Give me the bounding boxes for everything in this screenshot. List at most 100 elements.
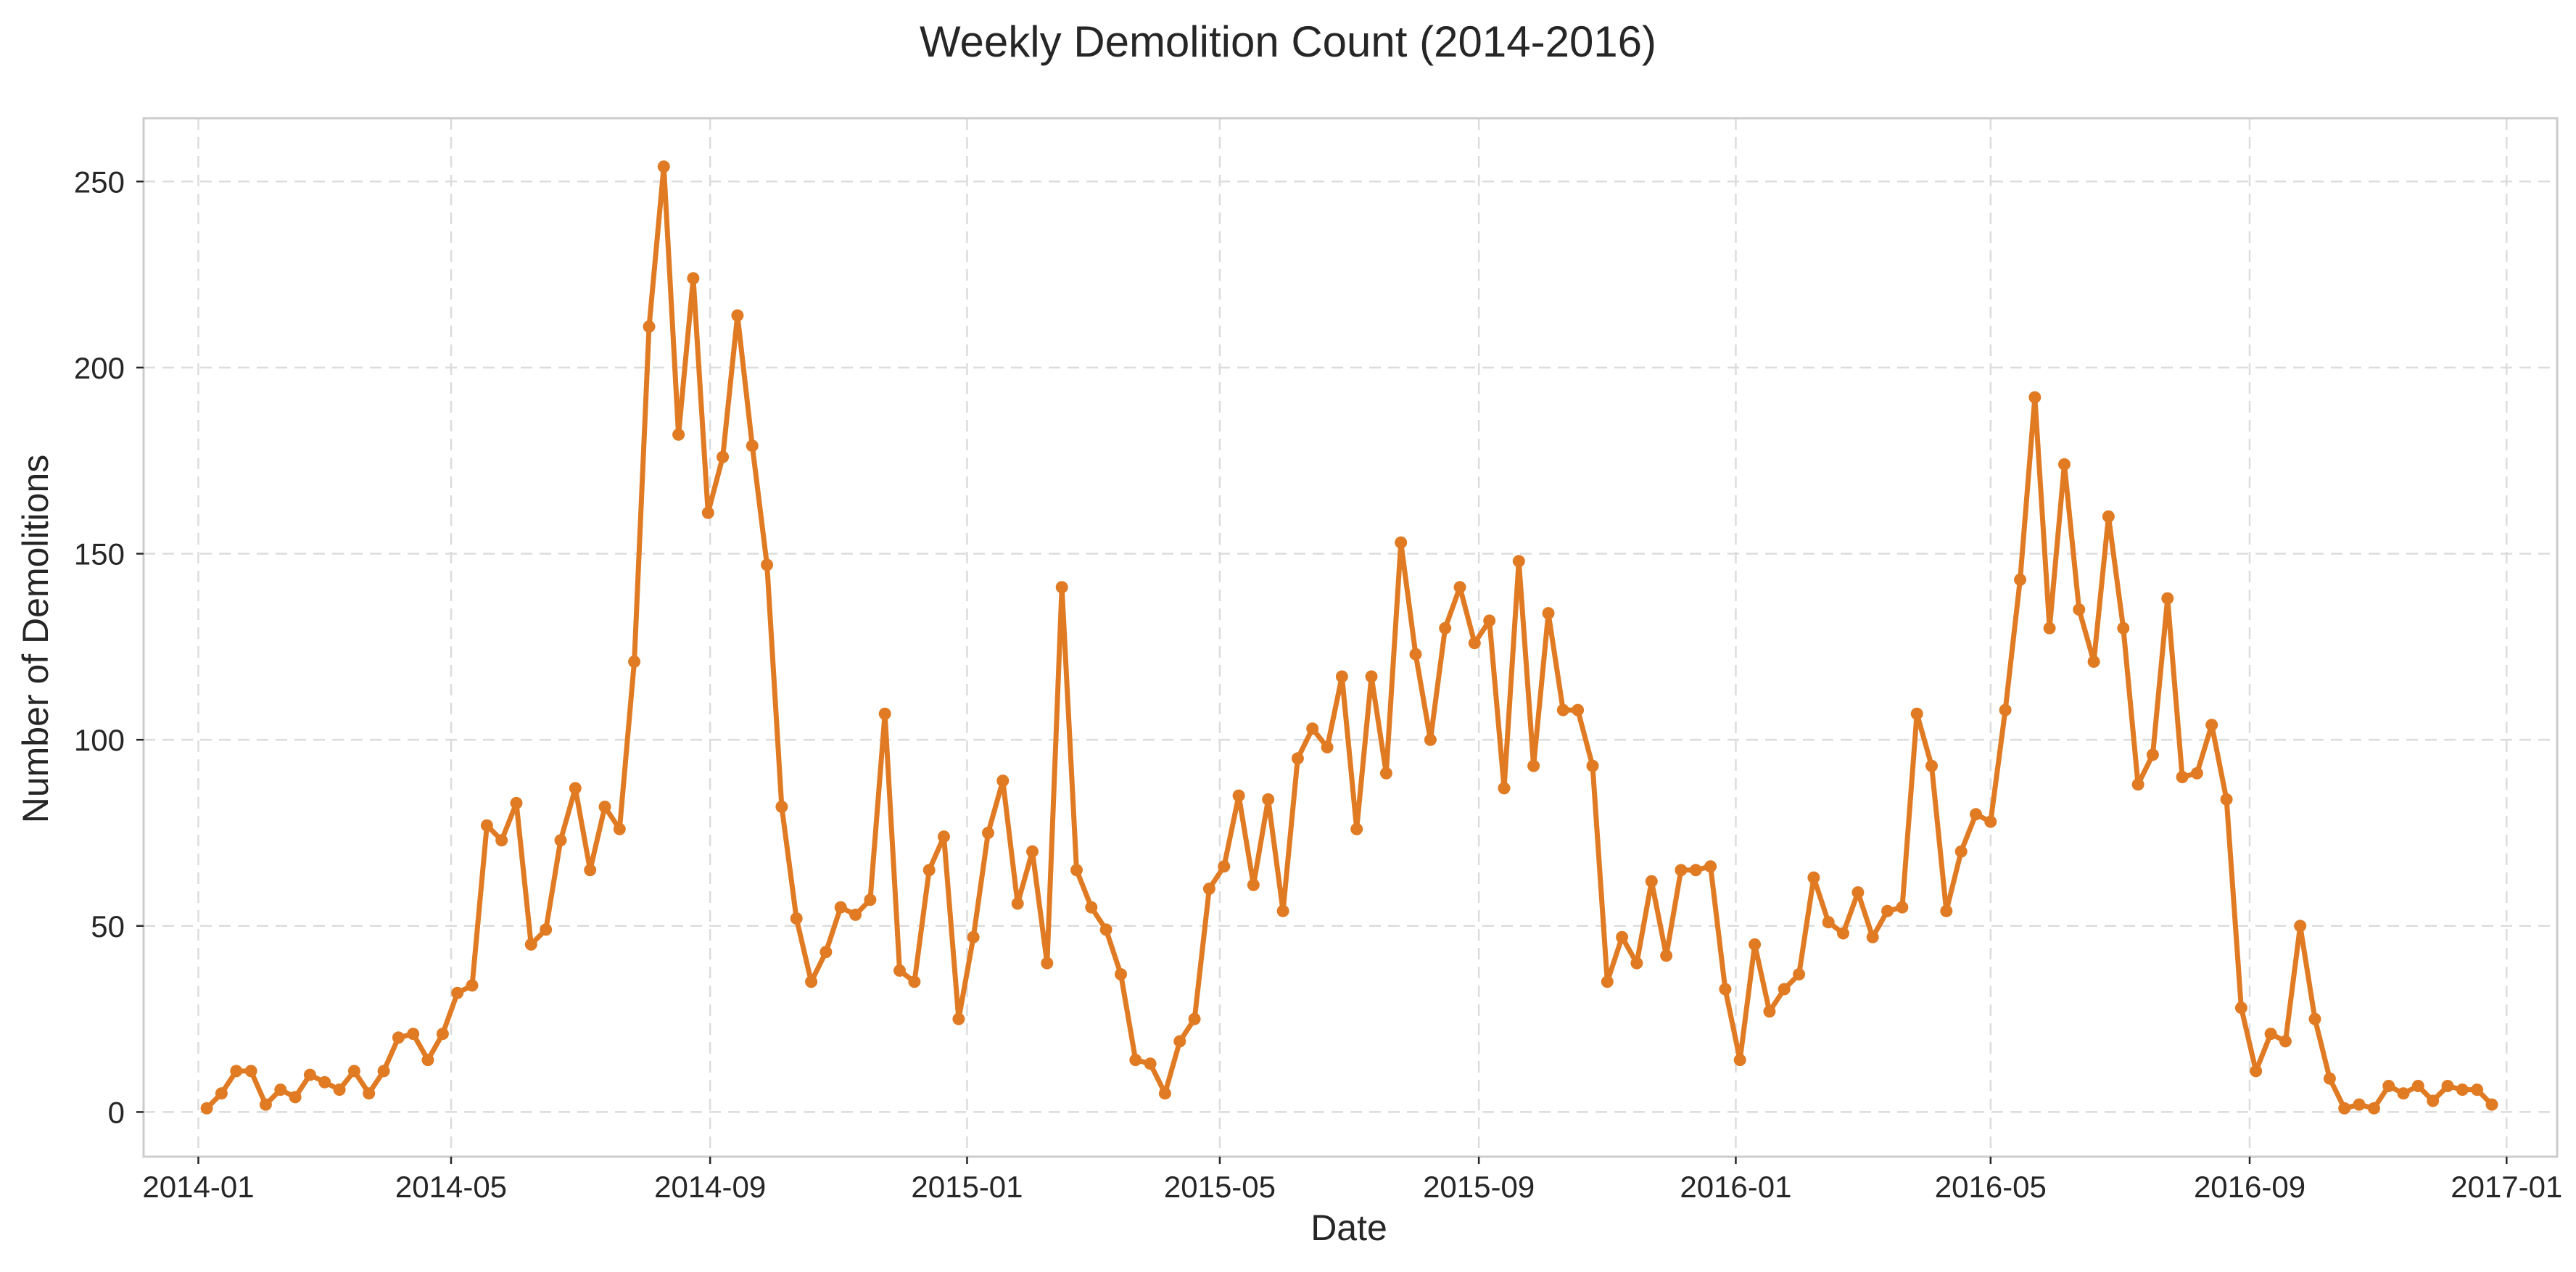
data-point	[2382, 1080, 2395, 1092]
x-tick-label: 2015-09	[1423, 1170, 1535, 1204]
data-point	[1866, 930, 1879, 943]
x-tick-label: 2016-01	[1680, 1170, 1791, 1204]
data-point	[1793, 968, 1806, 980]
data-point	[1852, 886, 1865, 899]
data-point	[1778, 983, 1791, 996]
data-point	[363, 1087, 376, 1100]
data-point	[672, 428, 685, 441]
data-point	[1202, 883, 1215, 895]
data-point	[1409, 648, 1422, 661]
data-point	[1645, 875, 1658, 888]
data-point	[1512, 555, 1525, 568]
data-point	[1232, 789, 1245, 802]
data-point	[2308, 1012, 2321, 1025]
data-point	[2190, 767, 2203, 780]
data-point	[657, 160, 670, 173]
data-point	[1881, 904, 1894, 917]
data-point	[731, 309, 744, 322]
data-point	[1026, 845, 1039, 858]
data-point	[524, 938, 537, 951]
data-point	[1896, 901, 1909, 914]
data-point	[643, 320, 656, 333]
data-point	[1719, 983, 1732, 996]
data-point	[510, 796, 523, 809]
x-tick-label: 2017-01	[2451, 1170, 2562, 1204]
data-point	[849, 908, 862, 921]
data-point	[2073, 603, 2086, 616]
y-tick-label: 0	[108, 1095, 125, 1129]
data-point	[1940, 904, 1953, 917]
data-point	[1395, 536, 1408, 549]
data-point	[982, 827, 994, 839]
data-point	[2250, 1065, 2263, 1078]
data-point	[1498, 782, 1511, 795]
data-point	[451, 986, 464, 999]
data-point	[967, 930, 980, 943]
data-point	[2205, 719, 2218, 732]
x-tick-label: 2014-09	[654, 1170, 766, 1204]
data-point	[1601, 975, 1614, 988]
data-point	[1424, 733, 1437, 746]
data-point	[1350, 822, 1363, 835]
data-point	[2117, 621, 2130, 635]
data-point	[1925, 759, 1938, 772]
data-point	[1910, 707, 1923, 720]
data-point	[466, 979, 479, 992]
data-point	[775, 801, 788, 813]
y-tick-label: 150	[74, 537, 125, 571]
data-point	[377, 1065, 390, 1078]
x-axis-label: Date	[1310, 1207, 1387, 1248]
data-point	[1247, 878, 1260, 891]
data-point	[1099, 923, 1112, 936]
data-point	[2411, 1080, 2424, 1092]
data-point	[805, 975, 818, 988]
data-point	[1439, 621, 1452, 635]
data-point	[2471, 1083, 2484, 1097]
data-point	[717, 450, 730, 463]
data-point	[893, 964, 906, 977]
data-point	[1306, 722, 1319, 735]
data-point	[1630, 957, 1643, 970]
data-point	[1689, 864, 1702, 877]
x-tick-label: 2015-01	[911, 1170, 1023, 1204]
data-point	[230, 1065, 243, 1078]
data-point	[540, 923, 553, 936]
data-point	[2102, 510, 2115, 523]
data-point	[1011, 897, 1024, 910]
series-line	[204, 164, 2495, 1111]
data-point	[259, 1098, 272, 1111]
data-point	[1218, 860, 1231, 873]
data-point	[761, 558, 774, 571]
data-point	[333, 1083, 346, 1097]
data-point	[1704, 860, 1717, 873]
data-point	[1999, 703, 2012, 716]
data-point	[2323, 1072, 2336, 1085]
data-point	[2161, 592, 2174, 605]
data-point	[1733, 1054, 1746, 1067]
x-tick-label: 2015-05	[1164, 1170, 1276, 1204]
data-point	[1572, 703, 1585, 716]
y-tick-label: 250	[74, 165, 125, 199]
data-point	[215, 1087, 228, 1100]
data-point	[421, 1054, 434, 1067]
data-point	[598, 801, 611, 813]
data-point	[922, 864, 936, 877]
data-point	[2456, 1083, 2469, 1097]
data-point	[908, 975, 921, 988]
data-point	[1675, 864, 1688, 877]
data-point	[1807, 871, 1820, 884]
data-point	[628, 655, 641, 668]
data-point	[1291, 752, 1304, 765]
data-point	[1321, 740, 1334, 753]
data-point	[701, 506, 714, 519]
data-point	[2264, 1028, 2277, 1041]
data-point	[274, 1083, 287, 1097]
data-point	[392, 1031, 405, 1044]
y-axis-ticks: 0 50 100 150 200 250	[74, 165, 144, 1129]
data-point	[2353, 1098, 2366, 1111]
data-point	[1262, 793, 1275, 806]
data-point	[996, 775, 1010, 788]
x-tick-label: 2016-09	[2194, 1170, 2305, 1204]
data-point	[2427, 1094, 2440, 1107]
